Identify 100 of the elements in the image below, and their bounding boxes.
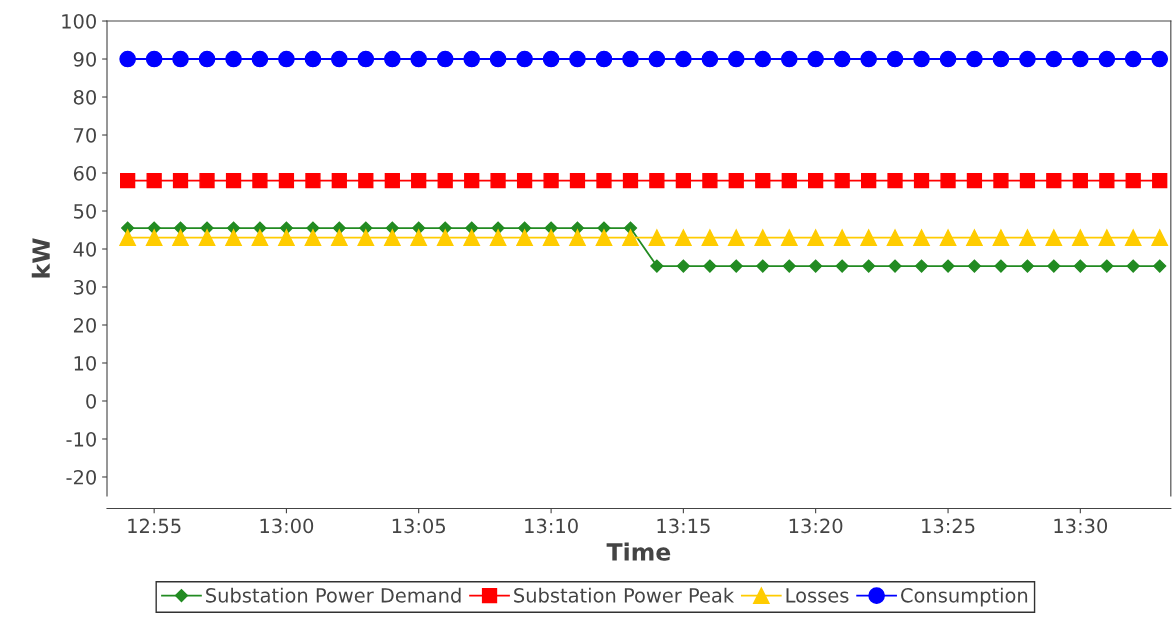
point — [383, 229, 401, 246]
point — [675, 229, 692, 246]
point — [756, 259, 770, 273]
y-tick-label: 0 — [86, 393, 96, 409]
point — [516, 50, 533, 68]
point — [411, 172, 427, 189]
y-tick-label: -20 — [66, 469, 96, 485]
point — [727, 229, 745, 246]
point — [833, 229, 851, 246]
point — [172, 50, 189, 68]
point — [595, 50, 613, 68]
point — [145, 229, 163, 246]
point — [1099, 172, 1115, 189]
point — [809, 259, 823, 273]
point — [489, 50, 507, 68]
point — [304, 229, 322, 246]
point — [807, 50, 824, 68]
point — [569, 50, 586, 68]
point — [251, 50, 269, 68]
point — [754, 229, 772, 246]
point — [596, 172, 612, 189]
point — [1071, 229, 1089, 246]
x-tick-label: 13:30 — [1054, 518, 1108, 534]
point — [754, 50, 772, 68]
point — [939, 50, 957, 68]
point — [1153, 259, 1167, 273]
point — [913, 172, 930, 189]
point — [198, 229, 216, 246]
point — [780, 229, 798, 246]
point — [622, 50, 639, 68]
legend-label: Losses — [786, 588, 849, 603]
y-tick-label: 50 — [74, 203, 96, 219]
point — [1019, 172, 1036, 189]
y-tick-label: 60 — [73, 165, 96, 181]
legend-label: Substation Power Peak — [514, 587, 735, 603]
point — [649, 172, 665, 189]
x-tick-label: 13:05 — [392, 518, 446, 534]
point — [887, 172, 903, 189]
point — [1046, 172, 1062, 189]
x-tick-label: 13:00 — [260, 518, 314, 534]
point — [676, 259, 690, 273]
point — [833, 50, 851, 68]
point — [357, 229, 375, 246]
point — [888, 259, 902, 273]
y-tick-label: -10 — [66, 431, 96, 447]
point — [1098, 229, 1116, 246]
point — [463, 50, 481, 68]
point — [835, 259, 849, 273]
y-tick-label: 80 — [73, 89, 96, 105]
point — [569, 229, 586, 246]
point — [1073, 259, 1087, 273]
point — [225, 50, 242, 68]
point — [993, 172, 1009, 189]
point — [992, 50, 1010, 68]
point — [807, 172, 824, 189]
point — [1045, 50, 1063, 68]
legend-label: Consumption — [901, 587, 1028, 607]
point — [650, 259, 664, 273]
point — [862, 259, 876, 273]
point — [1098, 50, 1116, 68]
point — [595, 229, 613, 246]
point — [941, 259, 955, 273]
point — [860, 229, 878, 246]
point — [807, 229, 824, 246]
point — [1124, 229, 1142, 246]
point — [330, 50, 348, 68]
point — [967, 259, 982, 273]
point — [278, 229, 295, 246]
x-tick-label: 13:20 — [789, 518, 843, 534]
point — [1019, 50, 1036, 68]
point — [966, 229, 983, 246]
y-axis-title: kW — [31, 238, 50, 278]
point — [225, 229, 242, 246]
legend-label: Substation Power Demand — [206, 587, 461, 603]
point — [940, 172, 956, 189]
x-tick-label: 12:55 — [128, 518, 181, 534]
point — [569, 172, 586, 189]
x-tick-label: 13:15 — [657, 518, 710, 534]
point — [860, 50, 878, 68]
point — [463, 229, 481, 246]
point — [886, 229, 904, 246]
point — [992, 229, 1010, 246]
point — [436, 50, 454, 68]
point — [542, 229, 560, 246]
point — [172, 229, 189, 246]
point — [1151, 229, 1169, 246]
point — [436, 229, 454, 246]
point — [1151, 50, 1169, 68]
point — [782, 259, 796, 273]
point — [1126, 259, 1140, 273]
point — [305, 172, 321, 189]
point — [119, 50, 136, 68]
point — [913, 229, 930, 246]
point — [516, 229, 533, 246]
point — [198, 50, 216, 68]
point — [331, 172, 347, 189]
point — [939, 229, 957, 246]
point — [702, 172, 718, 189]
point — [543, 172, 559, 189]
point — [120, 172, 136, 189]
